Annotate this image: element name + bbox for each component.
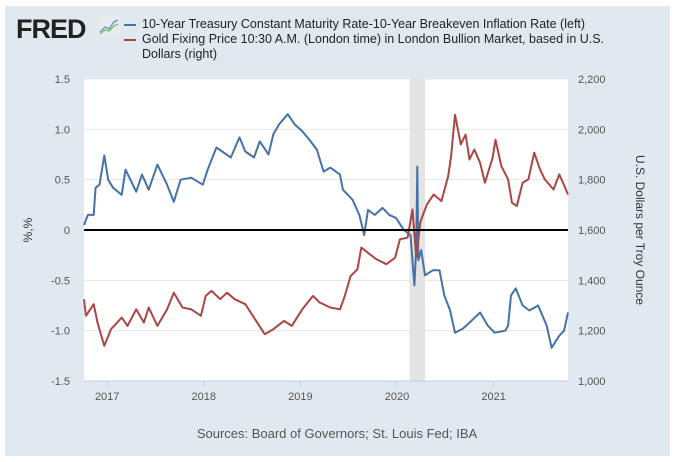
y-tick-left: 0.5 <box>55 175 70 187</box>
y-tick-left: 1.0 <box>55 124 70 136</box>
y-tick-right: 1,000 <box>578 376 606 388</box>
series-line-spread <box>83 113 569 349</box>
legend-swatch <box>124 38 136 41</box>
y-tick-right: 1,200 <box>578 326 606 338</box>
line-chart-icon <box>98 16 120 36</box>
legend-item-gold[interactable]: Gold Fixing Price 10:30 A.M. (London tim… <box>124 32 604 62</box>
fred-logo[interactable]: FRED <box>16 14 86 44</box>
legend-item-spread[interactable]: 10-Year Treasury Constant Maturity Rate-… <box>124 17 585 32</box>
legend-swatch <box>124 23 136 26</box>
y-tick-right: 1,600 <box>578 225 606 237</box>
y-tick-right: 2,200 <box>578 74 606 86</box>
x-tick-label: 2020 <box>385 391 409 403</box>
y-tick-left: 1.5 <box>55 74 70 86</box>
y-tick-right: 2,000 <box>578 124 606 136</box>
legend-label-cont: Dollars (right) <box>142 47 218 61</box>
y-axis-label-left: %,% <box>21 217 35 242</box>
x-tick-label: 2017 <box>95 391 119 403</box>
legend-label: Gold Fixing Price 10:30 A.M. (London tim… <box>142 32 605 46</box>
x-tick-label: 2021 <box>481 391 505 403</box>
y-axis-label-right: U.S. Dollars per Troy Ounce <box>633 155 647 305</box>
y-tick-right: 1,800 <box>578 175 606 187</box>
series-line-gold <box>83 113 569 347</box>
y-tick-left: -1.5 <box>51 376 70 388</box>
x-tick-label: 2018 <box>192 391 216 403</box>
sources-note: Sources: Board of Governors; St. Louis F… <box>196 426 478 441</box>
x-tick-label: 2019 <box>288 391 312 403</box>
y-tick-left: -1.0 <box>51 326 70 338</box>
legend-label: 10-Year Treasury Constant Maturity Rate-… <box>142 17 586 31</box>
y-tick-left: -0.5 <box>51 275 70 287</box>
y-tick-left: 0 <box>64 225 70 237</box>
y-tick-right: 1,400 <box>578 275 606 287</box>
